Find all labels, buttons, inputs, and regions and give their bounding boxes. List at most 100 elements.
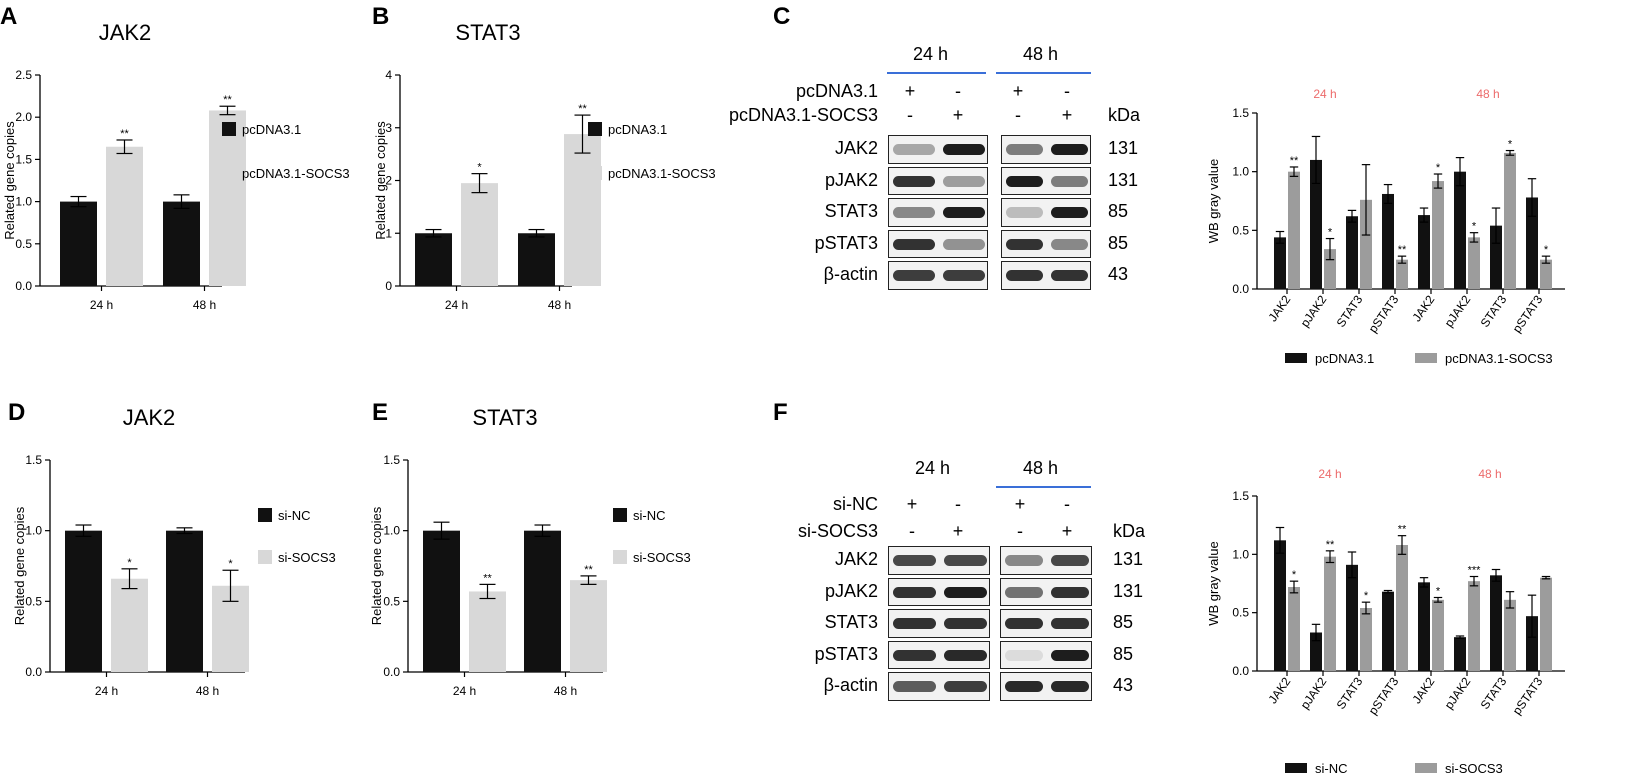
panel-a-bar-s1-0: [106, 146, 143, 286]
panel-d-ytick-label: 1.0: [25, 524, 42, 538]
wb-f-band-2-3: [1051, 618, 1089, 629]
wb-f-time-label-0: 24 h: [915, 458, 951, 478]
wb-c-blot-box-3-1: [1001, 229, 1091, 258]
panel-a-sig-1-0: **: [120, 128, 129, 140]
panel-e-sig-1-0: **: [483, 572, 492, 584]
wb-c-protein-label-0: JAK2: [834, 138, 878, 158]
wb-c-protein-label-1: pJAK2: [824, 169, 878, 190]
panel-f-xtick-label-1: pJAK2: [1298, 674, 1330, 711]
panel-c-legend-label-1: pcDNA3.1-SOCS3: [1445, 351, 1553, 366]
wb-c-kda-value-0: 131: [1108, 138, 1139, 158]
panel-f-bar-s1-5: [1468, 581, 1480, 671]
wb-f-blot-box-0-0: [888, 546, 990, 575]
wb-c-band-0-3: [1051, 144, 1088, 155]
panel-b-sig-1-1: **: [578, 103, 587, 115]
panel-b-title: STAT3: [455, 20, 520, 45]
panel-d-xtick-label-1: 48 h: [196, 684, 219, 698]
wb-c-band-2-0: [893, 207, 935, 218]
wb-f-band-1-2: [1005, 586, 1043, 598]
panel-c-bar-s0-7: [1526, 197, 1538, 289]
panel-f-ytick-label: 1.5: [1232, 489, 1249, 503]
wb-f-blot-box-1-0: [888, 577, 990, 606]
panel-d-sig-1-1: *: [228, 558, 233, 570]
wb-c-band-1-3: [1051, 175, 1088, 187]
panel-c-xtick-label-6: STAT3: [1478, 292, 1510, 329]
panel-b-legend-swatch-0: [588, 122, 602, 136]
panel-b-ytick-label: 1: [385, 226, 392, 240]
panel-e-sig-1-1: **: [584, 564, 593, 576]
wb-c-sign-1-3: +: [1061, 105, 1073, 125]
wb-f-sign-1-0: -: [909, 521, 915, 541]
wb-c-band-4-3: [1051, 270, 1088, 281]
panel-f-bar-s0-0: [1274, 540, 1286, 671]
panel-e-title: STAT3: [472, 405, 537, 430]
wb-f-band-3-1: [944, 649, 987, 661]
panel-b-bar-s1-1: [564, 134, 601, 286]
wb-f-kda-value-2: 85: [1113, 612, 1134, 632]
wb-f-sign-0-2: +: [1014, 494, 1026, 514]
panel-label-f: F: [773, 399, 788, 426]
panel-c-legend-label-0: pcDNA3.1: [1315, 351, 1374, 366]
panel-c-bar-s1-5: [1468, 237, 1480, 289]
wb-c-band-4-1: [943, 270, 985, 281]
wb-f-blot-box-3-0: [888, 640, 990, 669]
panel-d-legend-swatch-0: [258, 508, 272, 522]
panel-f-bar-s0-7: [1526, 616, 1538, 671]
panel-c-bar-s1-3: [1396, 259, 1408, 289]
wb-c-blot-box-1-1: [1001, 166, 1091, 195]
wb-c-band-1-0: [893, 175, 935, 187]
panel-c-ytick-label: 1.0: [1232, 165, 1249, 179]
panel-f-bar-s1-6: [1504, 599, 1516, 671]
panel-label-b: B: [372, 3, 389, 30]
panel-a-y-label: Related gene copies: [2, 121, 17, 240]
panel-a-legend-swatch-0: [222, 122, 236, 136]
panel-e-legend-label-1: si-SOCS3: [633, 550, 691, 565]
panel-label-c: C: [773, 3, 790, 30]
panel-e-xtick-label-1: 48 h: [554, 684, 577, 698]
wb-c-kda-value-1: 131: [1108, 169, 1139, 190]
panel-b-xtick-label-1: 48 h: [548, 298, 571, 312]
wb-f-blot-box-0-1: [1000, 546, 1092, 575]
panel-a-ytick-label: 2.5: [15, 68, 32, 82]
panel-f-bar-s0-1: [1310, 632, 1322, 671]
wb-c-condition-label-1: pcDNA3.1-SOCS3: [728, 105, 878, 125]
wb-c-band-2-1: [943, 207, 985, 218]
panel-c-bar-s0-6: [1490, 225, 1502, 289]
panel-f-ytick-label: 1.0: [1232, 547, 1249, 561]
panel-c-xtick-label-1: pJAK2: [1298, 292, 1330, 329]
panel-c-xtick-label-2: STAT3: [1334, 292, 1366, 329]
panel-d-title: JAK2: [123, 405, 176, 430]
panel-f-bar-s0-5: [1454, 637, 1466, 671]
wb-f-sign-1-3: +: [1061, 521, 1073, 541]
wb-c-blot-box-0-1: [1001, 135, 1091, 164]
panel-e-ytick-label: 1.0: [383, 524, 400, 538]
panel-e-bar-s0-1: [524, 530, 561, 672]
panel-d-xtick-label-0: 24 h: [95, 684, 118, 698]
panel-b-legend-swatch-1: [588, 166, 602, 180]
panel-c-y-label: WB gray value: [1206, 159, 1221, 244]
panel-c-xtick-label-0: JAK2: [1266, 292, 1294, 324]
panel-d-ytick-label: 0.5: [25, 594, 42, 608]
panel-a-ytick-label: 2.0: [15, 110, 32, 124]
wb-f-blot-box-2-1: [1000, 609, 1092, 638]
wb-f-time-line-1: [996, 486, 1091, 488]
panel-f-sig-1-1: **: [1326, 539, 1335, 551]
wb-c-band-4-0: [893, 270, 935, 281]
panel-e-bar-s1-0: [469, 591, 506, 672]
panel-a-bar-s0-1: [163, 201, 200, 286]
wb-c-band-2-3: [1051, 207, 1088, 218]
wb-c-protein-label-4: β-actin: [823, 264, 878, 284]
panel-f-bar-s0-3: [1382, 591, 1394, 671]
panel-a-ytick-label: 0.0: [15, 279, 32, 293]
panel-f-header-0: 24 h: [1318, 467, 1341, 481]
panel-c-xtick-label-7: pSTAT3: [1510, 292, 1546, 335]
wb-c-band-3-1: [943, 238, 985, 250]
wb-c-sign-0-0: +: [904, 81, 916, 101]
panel-f-bar-s1-1: [1324, 556, 1336, 671]
panel-d-bar-s0-0: [65, 530, 102, 672]
wb-f-band-0-0: [893, 555, 936, 566]
panel-b-sig-1-0: *: [477, 162, 482, 174]
wb-f-sign-1-1: +: [952, 521, 964, 541]
panel-c-ytick-label: 0.5: [1232, 223, 1249, 237]
panel-f-sig-1-4: *: [1436, 586, 1441, 598]
